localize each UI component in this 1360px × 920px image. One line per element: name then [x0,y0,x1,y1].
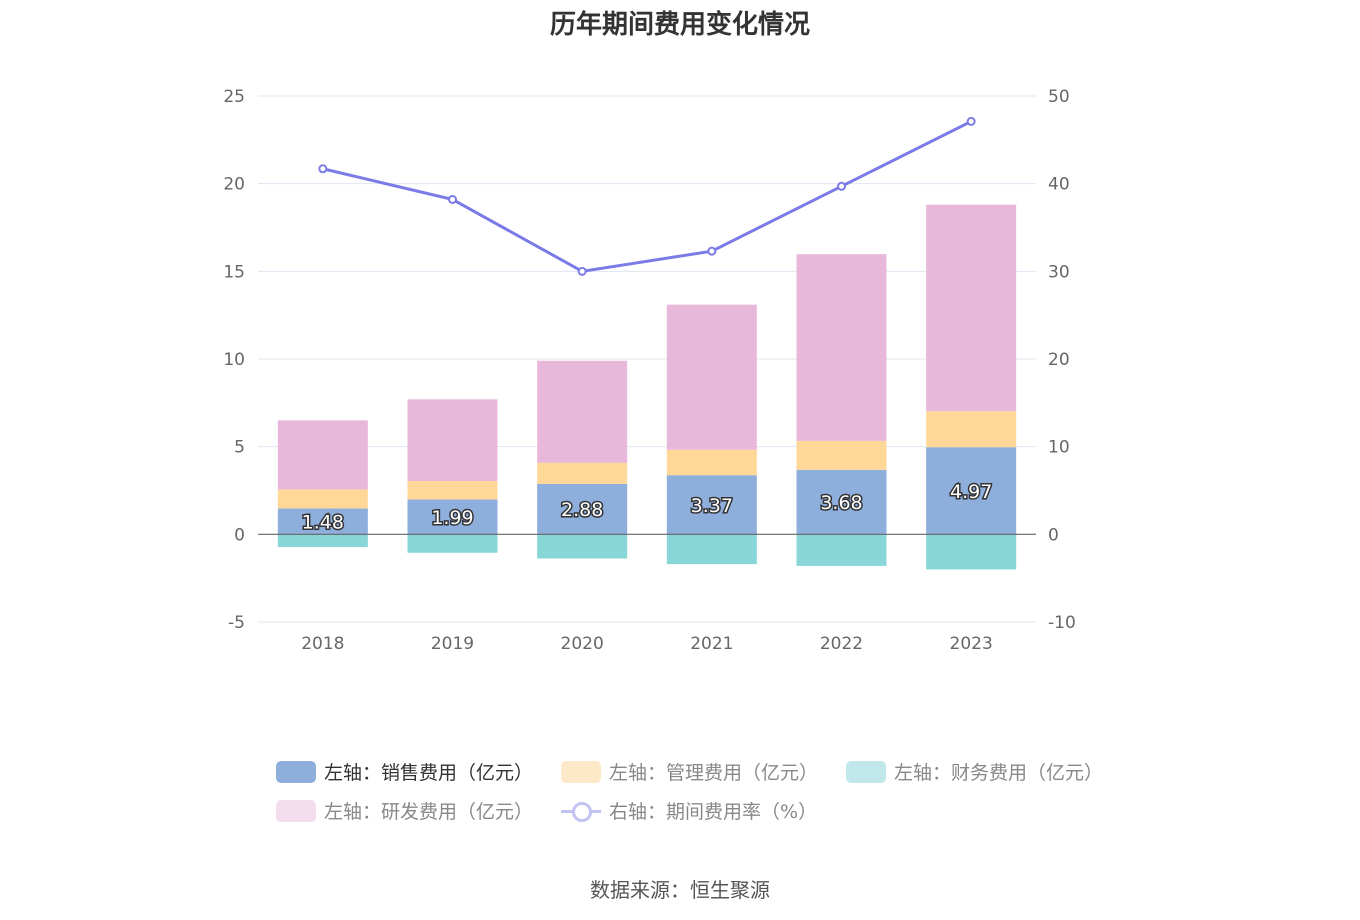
legend-swatch [561,760,602,783]
bar-segment [537,360,628,463]
legend-swatch [276,799,316,822]
chart-title: 历年期间费用变化情况 [549,10,810,40]
bar-value-label: 1.99 [431,507,473,529]
right-tick-label: 10 [1048,438,1070,458]
rate-point [448,194,457,204]
legend-line-icon [561,800,602,822]
rate-point [318,164,328,174]
legend-label: 左轴：研发费用（亿元） [324,801,534,823]
category-tick-label: 2019 [431,634,474,654]
bar-segment [796,440,887,470]
legend-row-1: 左轴：销售费用（亿元） 左轴：管理费用（亿元） 左轴：财务费用（亿元） [276,758,1131,785]
bar-value-label: 1.48 [302,511,344,533]
category-axis-ticks: 2018 2019 2020 2021 2022 2023 [301,634,993,654]
legend-swatch [846,760,887,783]
legend-swatch [276,760,316,783]
bar-segment [407,399,498,482]
rate-point [837,181,846,191]
rate-point [966,116,976,126]
bar-segment [277,420,368,490]
bar-segment [666,304,757,450]
rate-point [577,266,587,276]
bar-segment [407,534,498,553]
right-tick-label: 50 [1048,87,1070,107]
legend-label: 左轴：财务费用（亿元） [894,762,1104,784]
left-tick-label: 0 [234,525,245,545]
category-tick-label: 2018 [301,634,344,654]
right-tick-label: 40 [1048,175,1070,195]
bar-segment [277,489,368,509]
legend-item[interactable]: 左轴：研发费用（亿元） [276,797,533,824]
legend-item[interactable]: 左轴：财务费用（亿元） [846,758,1103,785]
bar-segment [926,204,1017,412]
right-tick-label: -10 [1048,613,1076,633]
bar-value-label: 4.97 [950,481,992,503]
bar-segment [537,462,628,484]
right-tick-label: 30 [1048,262,1070,282]
bar-segment [407,499,498,535]
bar-segment [666,475,757,535]
category-tick-label: 2020 [561,634,604,654]
grid-lines [258,95,1036,623]
bar-value-label: 3.68 [820,492,862,514]
legend-label: 右轴：期间费用率（%） [609,801,818,823]
bar-segment [666,534,757,565]
bar-value-labels: 1.48 1.99 2.88 3.37 3.68 4.97 [300,479,994,535]
bar-segment [926,534,1017,570]
legend-label: 左轴：销售费用（亿元） [324,762,534,784]
left-tick-label: 25 [223,87,245,107]
left-tick-label: -5 [228,613,245,633]
bar-segment [926,411,1017,448]
right-tick-label: 20 [1048,350,1070,370]
legend-item[interactable]: 右轴：期间费用率（%） [561,797,817,824]
legend-label: 左轴：管理费用（亿元） [609,762,819,784]
rate-line-series [318,116,976,276]
left-axis-ticks: 25 20 15 10 5 0 -5 [223,87,245,633]
bar-segment [926,447,1017,535]
bar-value-label: 2.88 [561,499,603,521]
rate-line [322,120,972,273]
bar-segment [796,534,887,566]
category-tick-label: 2022 [820,634,863,654]
bar-segment [666,449,757,476]
left-tick-label: 10 [223,350,245,370]
left-tick-label: 20 [223,175,245,195]
category-tick-label: 2021 [690,634,733,654]
bar-segment [407,481,498,500]
left-tick-label: 5 [234,438,245,458]
right-axis-ticks: 50 40 30 20 10 0 -10 [1048,87,1076,633]
rate-point [707,246,717,256]
legend-item[interactable]: 左轴：管理费用（亿元） [561,758,818,785]
legend-item[interactable]: 左轴：销售费用（亿元） [276,758,533,785]
right-tick-label: 0 [1048,525,1059,545]
bar-segment [537,534,628,559]
left-tick-label: 15 [223,262,245,282]
data-source: 数据来源：恒生聚源 [590,878,770,902]
bar-segment [277,508,368,535]
bar-segment [277,534,368,547]
bar-segment [796,254,887,441]
bar-value-label: 3.37 [691,495,733,517]
category-tick-label: 2023 [950,634,993,654]
bar-series [277,204,1017,570]
legend-row-2: 左轴：研发费用（亿元） 右轴：期间费用率（%） [276,797,845,824]
bar-segment [796,469,887,535]
bar-segment [537,483,628,535]
